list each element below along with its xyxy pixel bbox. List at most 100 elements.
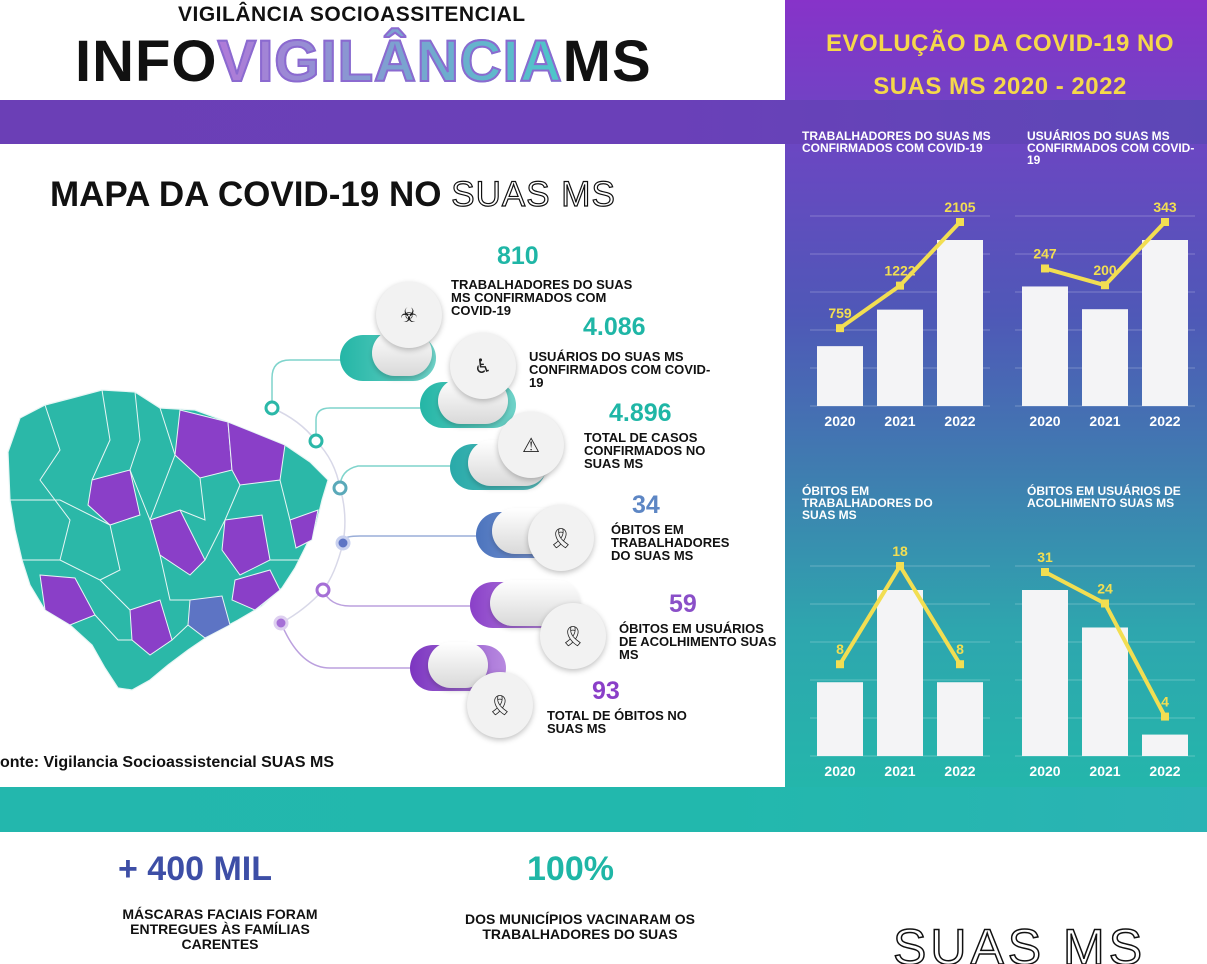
chart-workers: 2020 2021 2022 759 1222 2105 <box>810 199 990 429</box>
header-title: INFOVIGILÂNCIAMS <box>75 28 652 95</box>
map-region-purple <box>149 509 206 576</box>
vaccine-value: 100% <box>527 850 614 888</box>
map-region-purple <box>87 469 141 526</box>
line-point <box>1101 599 1109 608</box>
tick-label: 2022 <box>1149 763 1180 779</box>
data-label: 2105 <box>944 199 975 215</box>
tick-label: 2022 <box>1149 413 1180 429</box>
chart-users: 2020 2021 2022 247 200 343 <box>1015 199 1195 429</box>
map-region-purple <box>174 409 233 479</box>
bar <box>1142 734 1188 756</box>
data-label: 343 <box>1153 199 1177 215</box>
map-region-purple <box>129 599 173 656</box>
chart-title-user-deaths: ÓBITOS EM USUÁRIOS DE ACOLHIMENTO SUAS M… <box>1027 484 1181 510</box>
chart-title-workers: TRABALHADORES DO SUAS MS CONFIRMADOS COM… <box>802 129 991 155</box>
tick-label: 2021 <box>1089 413 1120 429</box>
stat-label-total-cases: TOTAL DE CASOS CONFIRMADOS NO SUAS MS <box>584 430 706 471</box>
tick-label: 2021 <box>884 413 915 429</box>
connector-nodes <box>264 400 351 631</box>
header-subtitle: VIGILÂNCIA SOCIOASSITENCIAL <box>178 3 526 26</box>
map-region-purple <box>227 421 286 486</box>
map-region-purple <box>39 574 96 626</box>
line-point <box>896 281 904 290</box>
teal-band <box>0 787 1207 832</box>
header-title-info: INFO <box>75 29 218 94</box>
map-region-purple <box>289 509 319 549</box>
line-point <box>836 324 844 333</box>
map-title: MAPA DA COVID-19 NO SUAS MS <box>50 174 616 215</box>
tick-label: 2020 <box>824 763 855 779</box>
line-point <box>1161 218 1169 226</box>
ribbon-virus-icon: 🎗 <box>467 672 533 738</box>
stat-label-user-deaths: ÓBITOS EM USUÁRIOS DE ACOLHIMENTO SUAS M… <box>619 621 777 662</box>
data-label: 247 <box>1033 245 1057 261</box>
stat-label-workers: TRABALHADORES DO SUAS MS CONFIRMADOS COM… <box>451 277 633 318</box>
bar <box>817 682 863 756</box>
stat-label-worker-deaths: ÓBITOS EM TRABALHADORES DO SUAS MS <box>611 522 730 563</box>
tick-label: 2021 <box>884 763 915 779</box>
header-title-vigilancia: VIGILÂNCIA <box>217 28 563 95</box>
bar <box>1022 286 1068 406</box>
ribbon-users-icon: 🎗 <box>540 603 606 669</box>
workers-virus-icon: ☣ <box>376 282 442 348</box>
line-point <box>1161 712 1169 721</box>
data-label: 31 <box>1037 549 1053 565</box>
data-label: 4 <box>1161 694 1169 710</box>
bar <box>1082 627 1128 756</box>
map-borders <box>10 389 300 641</box>
line-point <box>956 218 964 226</box>
tick-label: 2020 <box>824 413 855 429</box>
bottom-area <box>0 832 1207 964</box>
map-title-outline: SUAS MS <box>451 174 616 214</box>
stat-label-users: USUÁRIOS DO SUAS MS CONFIRMADOS COM COVI… <box>529 349 711 390</box>
bar <box>877 309 923 406</box>
line-point <box>896 562 904 570</box>
masks-value: + 400 MIL <box>118 850 273 888</box>
header-band <box>0 100 1207 144</box>
data-label: 1222 <box>884 263 915 279</box>
stat-value-workers: 810 <box>497 242 539 270</box>
tick-label: 2022 <box>944 413 975 429</box>
brand-logo: SUAS MS <box>892 918 1147 964</box>
stat-label-total-deaths: TOTAL DE ÓBITOS NO SUAS MS <box>547 708 687 736</box>
chart-user-deaths: 2020 2021 2022 31 24 4 <box>1015 549 1195 779</box>
data-label: 8 <box>956 641 964 657</box>
data-label: 24 <box>1097 580 1113 596</box>
vaccine-label: DOS MUNICÍPIOS VACINARAM OS TRABALHADORE… <box>465 911 695 942</box>
line-point <box>1041 568 1049 576</box>
chart-title-users: USUÁRIOS DO SUAS MS CONFIRMADOS COM COVI… <box>1027 129 1195 167</box>
tick-label: 2020 <box>1029 763 1060 779</box>
map-region-purple <box>231 569 281 611</box>
bar <box>877 590 923 756</box>
evolution-title-line1: EVOLUÇÃO DA COVID-19 NO <box>826 30 1174 57</box>
chart-worker-deaths: 2020 2021 2022 8 18 8 <box>810 543 990 779</box>
data-label: 200 <box>1093 262 1117 278</box>
line-point <box>1041 264 1049 273</box>
bar <box>1082 309 1128 406</box>
tick-label: 2022 <box>944 763 975 779</box>
virus-warning-icon: ⚠ <box>498 412 564 478</box>
header-title-ms: MS <box>562 29 652 94</box>
tick-label: 2021 <box>1089 763 1120 779</box>
line-point <box>836 660 844 669</box>
ms-state-map <box>7 389 329 691</box>
data-label: 759 <box>828 305 852 321</box>
source-note: onte: Vigilancia Socioassistencial SUAS … <box>0 754 335 771</box>
evolution-title-line2: SUAS MS 2020 - 2022 <box>873 73 1127 100</box>
chart-title-worker-deaths: ÓBITOS EM TRABALHADORES DO SUAS MS <box>802 484 933 522</box>
stat-value-total-deaths: 93 <box>592 677 620 705</box>
map-region-blue <box>187 595 231 639</box>
bar <box>937 240 983 406</box>
data-label: 8 <box>836 641 844 657</box>
map-region-purple <box>221 514 271 576</box>
stat-value-worker-deaths: 34 <box>632 491 660 519</box>
ribbon-workers-icon: 🎗 <box>528 505 594 571</box>
stat-value-users: 4.086 <box>583 313 646 341</box>
data-label: 18 <box>892 543 908 559</box>
bar <box>1142 240 1188 406</box>
line-point <box>956 660 964 669</box>
line-point <box>1101 281 1109 290</box>
bar <box>1022 590 1068 756</box>
stat-value-user-deaths: 59 <box>669 590 697 618</box>
map-svg <box>7 359 490 691</box>
